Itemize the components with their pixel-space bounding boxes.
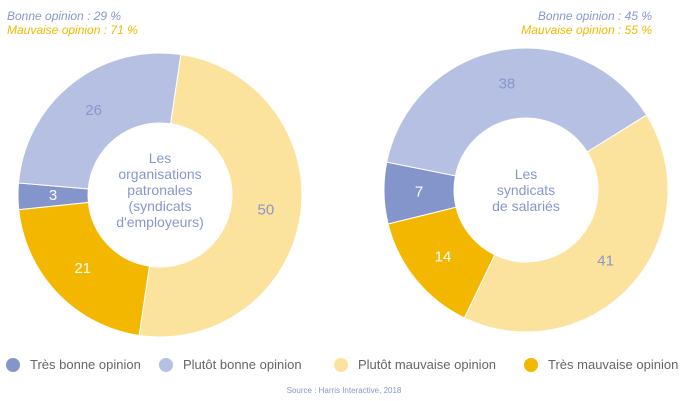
slice-rather-good bbox=[386, 47, 648, 177]
slice-value-label: 7 bbox=[415, 183, 423, 200]
source-note: Source : Harris Interactive, 2018 bbox=[286, 386, 402, 395]
legend-item-very-good: Très bonne opinion bbox=[6, 357, 159, 372]
legend-item-very-bad: Très mauvaise opinion bbox=[524, 357, 678, 372]
bad-opinion-summary: Mauvaise opinion : 71 % bbox=[7, 23, 138, 37]
legend-swatch bbox=[524, 357, 538, 372]
slice-very-bad bbox=[387, 206, 496, 319]
good-opinion-summary: Bonne opinion : 29 % bbox=[7, 9, 122, 23]
slice-value-label: 21 bbox=[74, 260, 91, 277]
center-label-line: patronales bbox=[127, 182, 193, 198]
slice-value-label: 26 bbox=[85, 102, 102, 119]
summary-left: Bonne opinion : 29 % Mauvaise opinion : … bbox=[7, 9, 138, 37]
slice-rather-good bbox=[17, 52, 182, 190]
center-label-line: syndicats bbox=[496, 182, 556, 198]
center-label-line: (syndicats bbox=[128, 198, 192, 214]
slice-value-label: 41 bbox=[597, 252, 614, 269]
donut-chart-unions: 7 38 41 14 bbox=[383, 47, 669, 333]
center-label-unions: Les syndicats de salariés bbox=[466, 150, 586, 230]
slice-value-label: 14 bbox=[435, 248, 452, 265]
center-label-line: Les bbox=[514, 166, 538, 182]
slice-rather-bad bbox=[138, 53, 303, 338]
legend-item-rather-good: Plutôt bonne opinion bbox=[159, 357, 334, 372]
center-label-line: de salariés bbox=[492, 198, 560, 214]
center-label-line: Les bbox=[148, 150, 172, 166]
bad-opinion-summary: Mauvaise opinion : 55 % bbox=[521, 23, 652, 37]
slice-value-label: 50 bbox=[257, 202, 274, 219]
slice-rather-bad bbox=[463, 114, 669, 333]
slice-very-bad bbox=[18, 201, 150, 337]
legend-swatch bbox=[159, 357, 173, 372]
legend-label: Très mauvaise opinion bbox=[548, 357, 679, 372]
slice-value-label: 38 bbox=[499, 76, 516, 93]
legend-label: Très bonne opinion bbox=[30, 357, 141, 372]
legend: Très bonne opinion Plutôt bonne opinion … bbox=[6, 357, 686, 372]
center-label-line: organisations bbox=[118, 166, 202, 182]
summary-right: Bonne opinion : 45 % Mauvaise opinion : … bbox=[521, 9, 652, 37]
legend-item-rather-bad: Plutôt mauvaise opinion bbox=[334, 357, 524, 372]
center-label-line: d'employeurs) bbox=[116, 214, 204, 230]
legend-swatch bbox=[6, 357, 20, 372]
donut-chart-employers: 3 26 50 21 bbox=[17, 52, 303, 338]
legend-label: Plutôt bonne opinion bbox=[183, 357, 302, 372]
legend-swatch bbox=[334, 357, 348, 372]
legend-label: Plutôt mauvaise opinion bbox=[358, 357, 497, 372]
slice-value-label: 3 bbox=[49, 187, 57, 204]
good-opinion-summary: Bonne opinion : 45 % bbox=[537, 9, 652, 23]
center-label-employers: Les organisations patronales (syndicats … bbox=[100, 135, 220, 245]
